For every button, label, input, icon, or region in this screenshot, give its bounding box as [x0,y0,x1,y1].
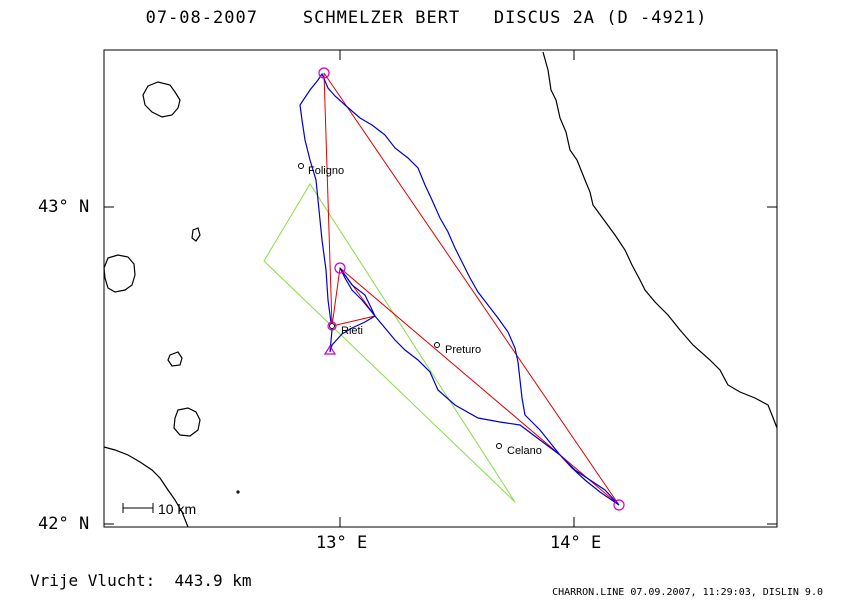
flight-label: Vrije Vlucht: [30,571,156,590]
flight-summary: Vrije Vlucht: 443.9 km [30,571,252,590]
celano-marker [496,443,502,449]
flight-track [299,72,620,506]
place-rieti: Rieti [341,325,363,337]
place-celano: Celano [507,445,542,457]
foligno-marker [298,163,304,169]
rieti-marker [329,323,335,329]
preturo-marker [434,342,440,348]
map-frame [103,49,778,528]
fai-sector [263,183,516,503]
task-line [323,72,620,506]
lat-label-42: 42° N [38,514,90,534]
scale-bar: 10 km [122,501,196,517]
glider-name: DISCUS 2A (D -4921) [493,8,708,28]
lon-label-14: 14° E [550,533,602,553]
turnpoints [318,67,625,511]
lat-label-43: 43° N [38,197,90,217]
flight-date: 07-08-2007 [145,8,258,28]
map-title: 07-08-2007 SCHMELZER BERT DISCUS 2A (D -… [0,8,853,28]
place-foligno: Foligno [308,165,344,177]
place-preturo: Preturo [445,344,481,356]
pilot-name: SCHMELZER BERT [302,8,461,28]
lon-label-13: 13° E [316,533,368,553]
credit-line: CHARRON.LINE 07.09.2007, 11:29:03, DISLI… [552,587,823,598]
coastline [103,51,778,528]
scale-label: 10 km [158,501,196,517]
axis-ticks [104,50,777,527]
place-markers: Foligno Rieti Preturo Celano [298,163,542,457]
flight-distance: 443.9 km [174,571,252,590]
